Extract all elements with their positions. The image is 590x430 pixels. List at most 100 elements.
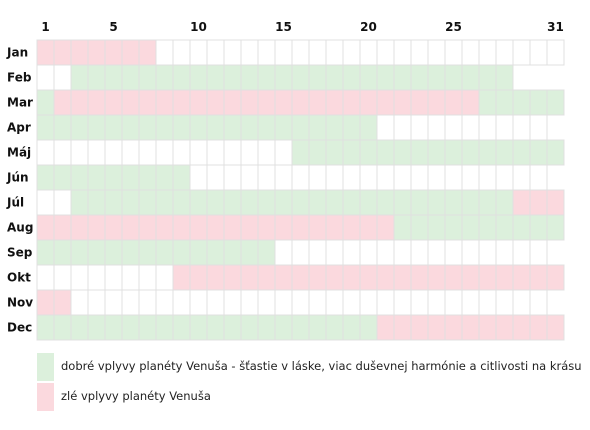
day-cell-8-1 [36,214,55,241]
day-cell-10-31 [546,264,565,291]
legend-item-good: dobré vplyvy planéty Venuša - šťastie v … [37,353,582,381]
day-cell-7-6 [121,189,140,216]
day-tick-1: 1 [41,20,49,34]
day-cell-12-8 [155,314,174,341]
day-cell-5-16 [291,139,310,166]
day-cell-9-6 [121,239,140,266]
day-cell-11-16 [291,289,310,316]
day-cell-2-11 [206,64,225,91]
day-cell-7-8 [155,189,174,216]
day-cell-12-15 [274,314,293,341]
day-cell-3-30 [529,89,548,116]
day-cell-8-7 [138,214,157,241]
day-cell-2-15 [274,64,293,91]
day-cell-6-9 [172,164,191,191]
day-cell-8-15 [274,214,293,241]
day-cell-6-4 [87,164,106,191]
day-cell-5-20 [359,139,378,166]
day-cell-5-6 [121,139,140,166]
day-cell-1-31 [546,39,565,66]
day-cell-6-23 [410,164,429,191]
day-cell-6-15 [274,164,293,191]
day-tick-labels: 1 5 10 15 20 25 31 [41,20,564,34]
day-cell-1-30 [529,39,548,66]
day-cell-10-22 [393,264,412,291]
legend-swatch-good [37,353,54,381]
day-cell-1-8 [155,39,174,66]
day-cell-3-6 [121,89,140,116]
day-cell-5-29 [512,139,531,166]
day-cell-3-15 [274,89,293,116]
day-cell-1-12 [223,39,242,66]
day-cell-11-15 [274,289,293,316]
day-cell-10-21 [376,264,395,291]
day-cell-3-10 [189,89,208,116]
day-cell-8-5 [104,214,123,241]
day-cell-8-10 [189,214,208,241]
day-cell-4-16 [291,114,310,141]
day-cell-6-18 [325,164,344,191]
day-cell-9-16 [291,239,310,266]
day-cell-11-11 [206,289,225,316]
day-cell-6-29 [512,164,531,191]
day-cell-1-1 [36,39,55,66]
day-cell-11-21 [376,289,395,316]
day-cell-11-22 [393,289,412,316]
day-cell-12-22 [393,314,412,341]
day-cell-6-12 [223,164,242,191]
day-cell-10-16 [291,264,310,291]
day-cell-1-25 [444,39,463,66]
day-cell-3-19 [342,89,361,116]
month-label-7: Júl [6,196,24,210]
day-cell-7-30 [529,189,548,216]
day-cell-8-22 [393,214,412,241]
day-cell-2-2 [53,64,72,91]
day-cell-10-10 [189,264,208,291]
day-cell-2-18 [325,64,344,91]
day-cell-6-28 [495,164,514,191]
day-cell-1-21 [376,39,395,66]
day-cell-9-15 [274,239,293,266]
day-cell-10-7 [138,264,157,291]
day-cell-5-26 [461,139,480,166]
day-cell-6-21 [376,164,395,191]
day-cell-9-1 [36,239,55,266]
day-cell-3-21 [376,89,395,116]
day-cell-9-12 [223,239,242,266]
day-cell-7-27 [478,189,497,216]
day-cell-1-23 [410,39,429,66]
day-cell-11-17 [308,289,327,316]
day-cell-7-4 [87,189,106,216]
day-cell-9-13 [240,239,259,266]
day-cell-1-29 [512,39,531,66]
day-cell-6-2 [53,164,72,191]
day-cell-3-18 [325,89,344,116]
day-cell-12-4 [87,314,106,341]
day-cell-5-4 [87,139,106,166]
day-cell-6-10 [189,164,208,191]
day-cell-4-23 [410,114,429,141]
day-cell-6-19 [342,164,361,191]
day-cell-11-5 [104,289,123,316]
day-cell-3-5 [104,89,123,116]
day-cell-3-27 [478,89,497,116]
day-cell-11-4 [87,289,106,316]
day-cell-9-10 [189,239,208,266]
day-cell-3-1 [36,89,55,116]
day-cell-2-9 [172,64,191,91]
month-label-6: Jún [6,171,29,185]
day-cell-7-16 [291,189,310,216]
day-cell-11-26 [461,289,480,316]
day-cell-8-12 [223,214,242,241]
day-cell-1-19 [342,39,361,66]
day-cell-8-17 [308,214,327,241]
day-cell-7-15 [274,189,293,216]
day-cell-10-1 [36,264,55,291]
month-label-9: Sep [7,246,33,260]
day-cell-3-22 [393,89,412,116]
month-label-2: Feb [7,71,32,85]
day-cell-12-14 [257,314,276,341]
day-cell-6-20 [359,164,378,191]
day-cell-6-27 [478,164,497,191]
day-cell-4-9 [172,114,191,141]
